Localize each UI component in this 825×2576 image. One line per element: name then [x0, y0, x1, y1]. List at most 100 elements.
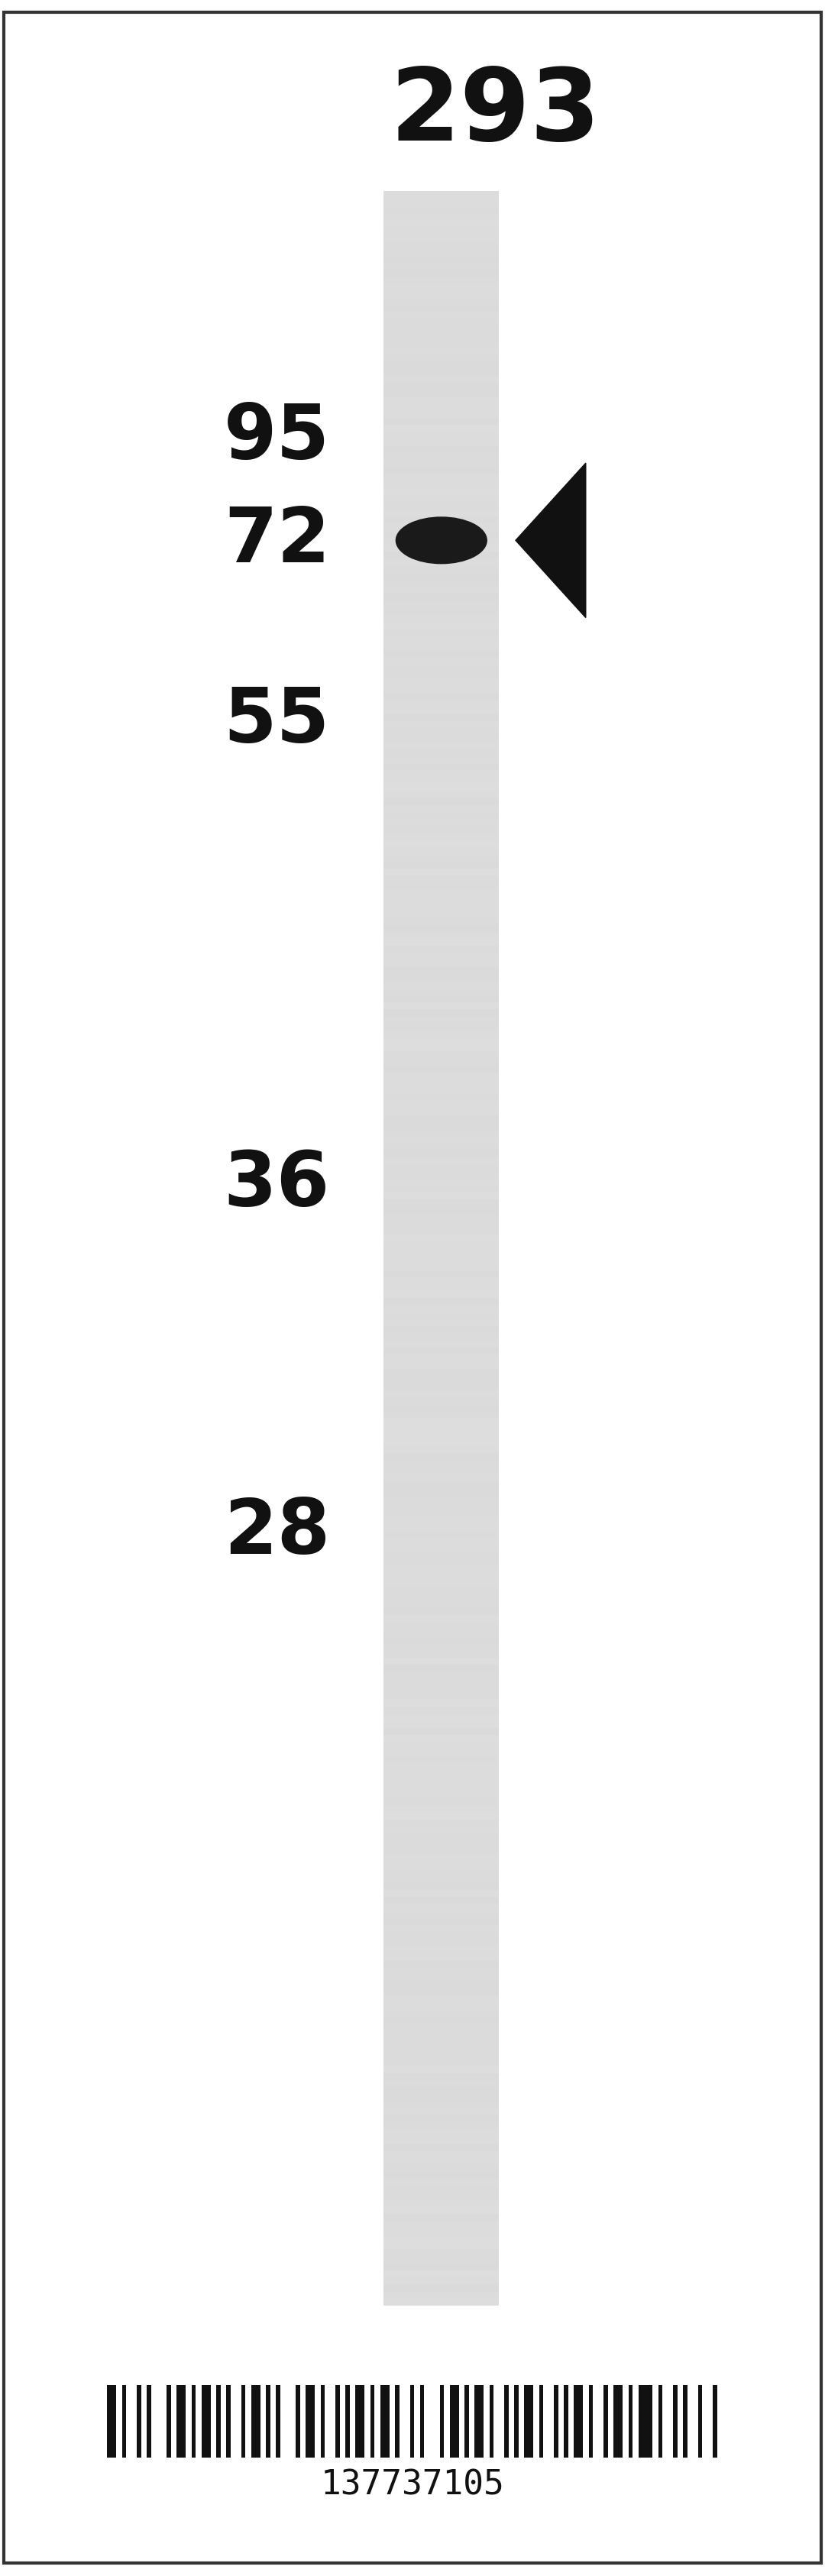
Bar	[384, 1149, 499, 1157]
Bar	[384, 1381, 499, 1391]
Bar	[384, 410, 499, 417]
Bar	[384, 361, 499, 368]
Bar	[384, 587, 499, 595]
Bar	[384, 270, 499, 278]
Bar	[489, 2385, 493, 2458]
Bar	[514, 2385, 518, 2458]
Bar	[384, 987, 499, 997]
Bar	[384, 762, 499, 770]
Bar	[384, 1064, 499, 1074]
Bar	[384, 304, 499, 312]
Bar	[384, 1136, 499, 1144]
Bar	[107, 2385, 116, 2458]
Bar	[384, 1051, 499, 1059]
Bar	[384, 1494, 499, 1502]
Bar	[384, 1880, 499, 1891]
Bar	[384, 1355, 499, 1363]
Bar	[384, 2136, 499, 2143]
Bar	[384, 515, 499, 523]
Bar	[384, 1092, 499, 1103]
Bar	[384, 933, 499, 940]
Bar	[384, 1811, 499, 1819]
Bar	[384, 397, 499, 404]
Bar	[384, 974, 499, 981]
Bar	[639, 2385, 653, 2458]
Bar	[384, 242, 499, 250]
Bar	[384, 247, 499, 258]
Bar	[384, 840, 499, 848]
Bar	[384, 876, 499, 884]
Bar	[384, 2205, 499, 2213]
Bar	[384, 1564, 499, 1574]
Bar	[251, 2385, 261, 2458]
Bar	[384, 1340, 499, 1347]
Bar	[384, 319, 499, 327]
Bar	[384, 657, 499, 665]
Bar	[384, 791, 499, 799]
Bar	[384, 2282, 499, 2293]
Bar	[266, 2385, 271, 2458]
Bar	[384, 353, 499, 363]
Bar	[384, 2092, 499, 2102]
Bar	[384, 227, 499, 234]
Bar	[554, 2385, 558, 2458]
Bar	[384, 332, 499, 340]
Bar	[384, 1502, 499, 1510]
Bar	[384, 616, 499, 623]
Bar	[384, 1973, 499, 1981]
Bar	[384, 670, 499, 680]
Bar	[384, 2290, 499, 2298]
Bar	[384, 1030, 499, 1038]
Bar	[384, 1213, 499, 1221]
Bar	[384, 2254, 499, 2264]
Bar	[384, 2172, 499, 2179]
Bar	[384, 348, 499, 355]
Bar	[384, 2058, 499, 2066]
Bar	[384, 1855, 499, 1862]
Bar	[384, 1917, 499, 1924]
Bar	[384, 193, 499, 2306]
Bar	[384, 621, 499, 629]
Bar	[384, 1298, 499, 1306]
Bar	[384, 2192, 499, 2200]
Bar	[384, 263, 499, 270]
Bar	[384, 1571, 499, 1579]
Bar	[384, 2002, 499, 2009]
Bar	[177, 2385, 186, 2458]
Bar	[384, 1157, 499, 1164]
Bar	[384, 1079, 499, 1087]
Bar	[384, 291, 499, 299]
Bar	[384, 1543, 499, 1553]
Bar	[384, 1059, 499, 1066]
Bar	[384, 742, 499, 750]
Bar	[384, 2277, 499, 2285]
Bar	[384, 1144, 499, 1151]
Text: 293: 293	[389, 64, 601, 162]
Bar	[384, 1473, 499, 1481]
Bar	[384, 536, 499, 546]
Bar	[384, 2200, 499, 2208]
Bar	[384, 1002, 499, 1010]
Bar	[384, 917, 499, 925]
Bar	[216, 2385, 220, 2458]
Bar	[384, 1677, 499, 1685]
Bar	[384, 819, 499, 827]
Text: 28: 28	[224, 1497, 330, 1569]
Bar	[384, 2148, 499, 2159]
Bar	[384, 1754, 499, 1765]
Bar	[410, 2385, 414, 2458]
Text: 95: 95	[224, 402, 330, 474]
Bar	[384, 1749, 499, 1757]
Bar	[296, 2385, 300, 2458]
Bar	[384, 868, 499, 876]
Bar	[384, 1221, 499, 1229]
Bar	[384, 198, 499, 206]
Bar	[384, 2022, 499, 2030]
Bar	[384, 1388, 499, 1396]
Bar	[384, 559, 499, 567]
Bar	[384, 881, 499, 891]
Bar	[384, 1327, 499, 1334]
Bar	[384, 1234, 499, 1242]
Bar	[384, 1685, 499, 1692]
Bar	[384, 1510, 499, 1517]
